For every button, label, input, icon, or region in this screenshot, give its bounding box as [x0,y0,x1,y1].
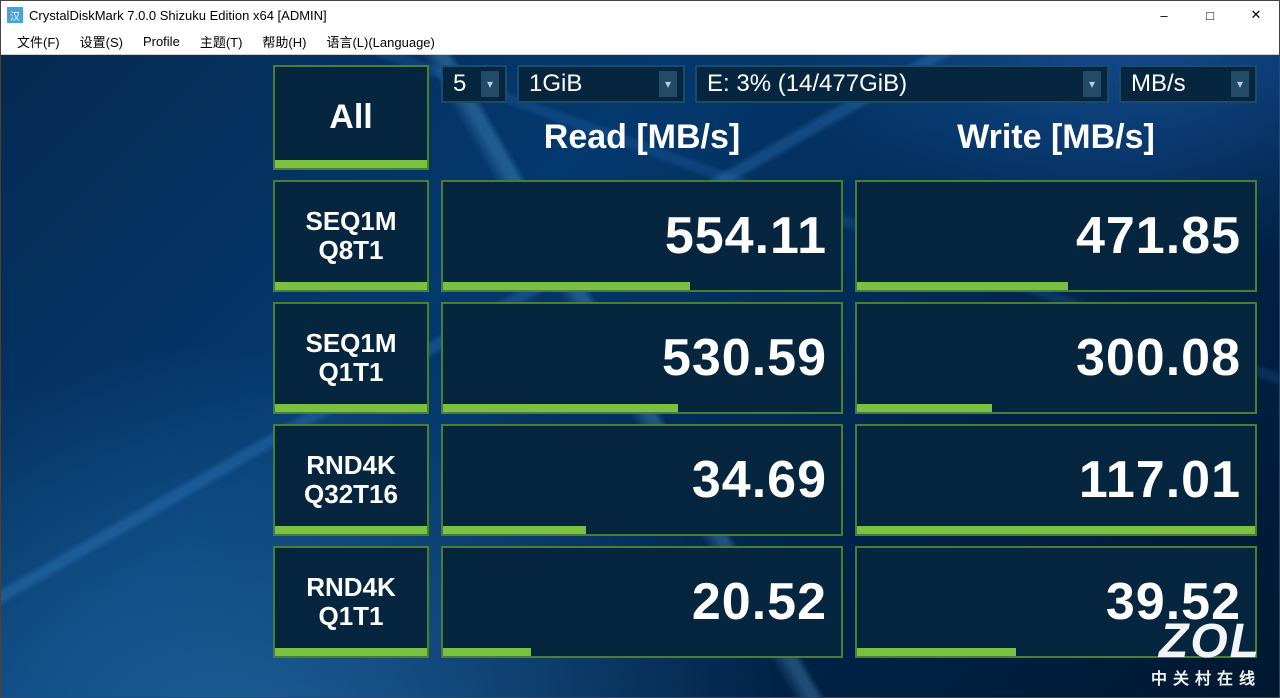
minimize-button[interactable]: – [1141,1,1187,29]
size-value: 1GiB [529,70,582,98]
all-underline [275,160,427,168]
read-value-0: 554.11 [441,180,843,292]
chevron-down-icon: ▾ [1083,71,1101,97]
write-value-2: 117.01 [855,424,1257,536]
value-text: 34.69 [692,450,827,510]
value-text: 300.08 [1076,328,1241,388]
read-bar [443,526,586,534]
value-text: 117.01 [1079,450,1241,510]
write-bar [857,282,1068,290]
all-button-label: All [329,98,372,137]
menu-theme[interactable]: 主题(T) [190,29,253,54]
value-text: 471.85 [1076,206,1241,266]
chevron-down-icon: ▾ [481,71,499,97]
client-area: All 5 ▾ 1GiB ▾ E: 3% (14/477GiB) ▾ [1,55,1279,697]
read-bar [443,404,678,412]
titlebar: 汉 CrystalDiskMark 7.0.0 Shizuku Edition … [1,1,1279,29]
app-icon: 汉 [7,7,23,23]
write-bar [857,648,1016,656]
menu-profile[interactable]: Profile [133,31,190,52]
test-button-seq1m-q8t1[interactable]: SEQ1M Q8T1 [273,180,429,292]
write-header: Write [MB/s] [855,111,1257,163]
test-label: Q1T1 [318,602,383,631]
test-button-seq1m-q1t1[interactable]: SEQ1M Q1T1 [273,302,429,414]
write-bar [857,526,1255,534]
drive-select[interactable]: E: 3% (14/477GiB) ▾ [695,65,1109,103]
chevron-down-icon: ▾ [659,71,677,97]
write-bar [857,404,992,412]
read-value-1: 530.59 [441,302,843,414]
test-underline [275,404,427,412]
write-value-3: 39.52 [855,546,1257,658]
read-value-2: 34.69 [441,424,843,536]
chevron-down-icon: ▾ [1231,71,1249,97]
menu-settings[interactable]: 设置(S) [70,29,133,54]
write-value-0: 471.85 [855,180,1257,292]
menu-help[interactable]: 帮助(H) [252,29,316,54]
size-select[interactable]: 1GiB ▾ [517,65,685,103]
test-label: SEQ1M [305,207,396,236]
test-label: RND4K [306,573,396,602]
count-value: 5 [453,70,466,98]
value-text: 530.59 [662,328,827,388]
menu-language[interactable]: 语言(L)(Language) [316,29,444,54]
value-text: 554.11 [665,206,827,266]
test-button-rnd4k-q1t1[interactable]: RND4K Q1T1 [273,546,429,658]
count-select[interactable]: 5 ▾ [441,65,507,103]
read-bar [443,282,690,290]
maximize-button[interactable]: □ [1187,1,1233,29]
write-value-1: 300.08 [855,302,1257,414]
value-text: 20.52 [692,572,827,632]
test-underline [275,526,427,534]
test-label: Q1T1 [318,358,383,387]
menu-file[interactable]: 文件(F) [7,29,70,54]
test-label: SEQ1M [305,329,396,358]
unit-value: MB/s [1131,70,1186,98]
close-button[interactable]: ✕ [1233,1,1279,29]
test-label: Q32T16 [304,480,398,509]
value-text: 39.52 [1106,572,1241,632]
read-value-3: 20.52 [441,546,843,658]
test-underline [275,648,427,656]
window-title: CrystalDiskMark 7.0.0 Shizuku Edition x6… [29,8,1141,23]
test-label: Q8T1 [318,236,383,265]
test-button-rnd4k-q32t16[interactable]: RND4K Q32T16 [273,424,429,536]
menubar: 文件(F) 设置(S) Profile 主题(T) 帮助(H) 语言(L)(La… [1,29,1279,55]
test-label: RND4K [306,451,396,480]
drive-value: E: 3% (14/477GiB) [707,70,907,98]
read-header: Read [MB/s] [441,111,843,163]
all-button[interactable]: All [273,65,429,170]
read-bar [443,648,531,656]
test-underline [275,282,427,290]
unit-select[interactable]: MB/s ▾ [1119,65,1257,103]
